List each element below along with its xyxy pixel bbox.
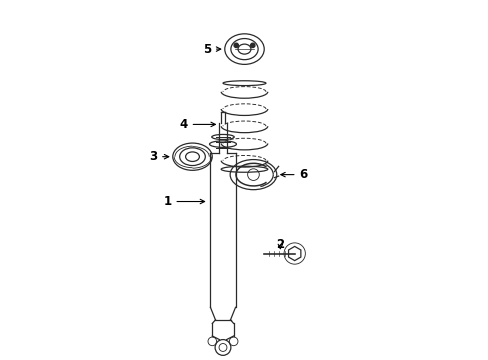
Text: 3: 3: [149, 150, 168, 163]
Text: 4: 4: [179, 118, 215, 131]
Text: 6: 6: [280, 168, 307, 181]
Circle shape: [234, 43, 238, 48]
Text: 5: 5: [203, 42, 220, 55]
Text: 2: 2: [276, 238, 284, 251]
Circle shape: [250, 43, 254, 48]
Text: 1: 1: [163, 195, 204, 208]
